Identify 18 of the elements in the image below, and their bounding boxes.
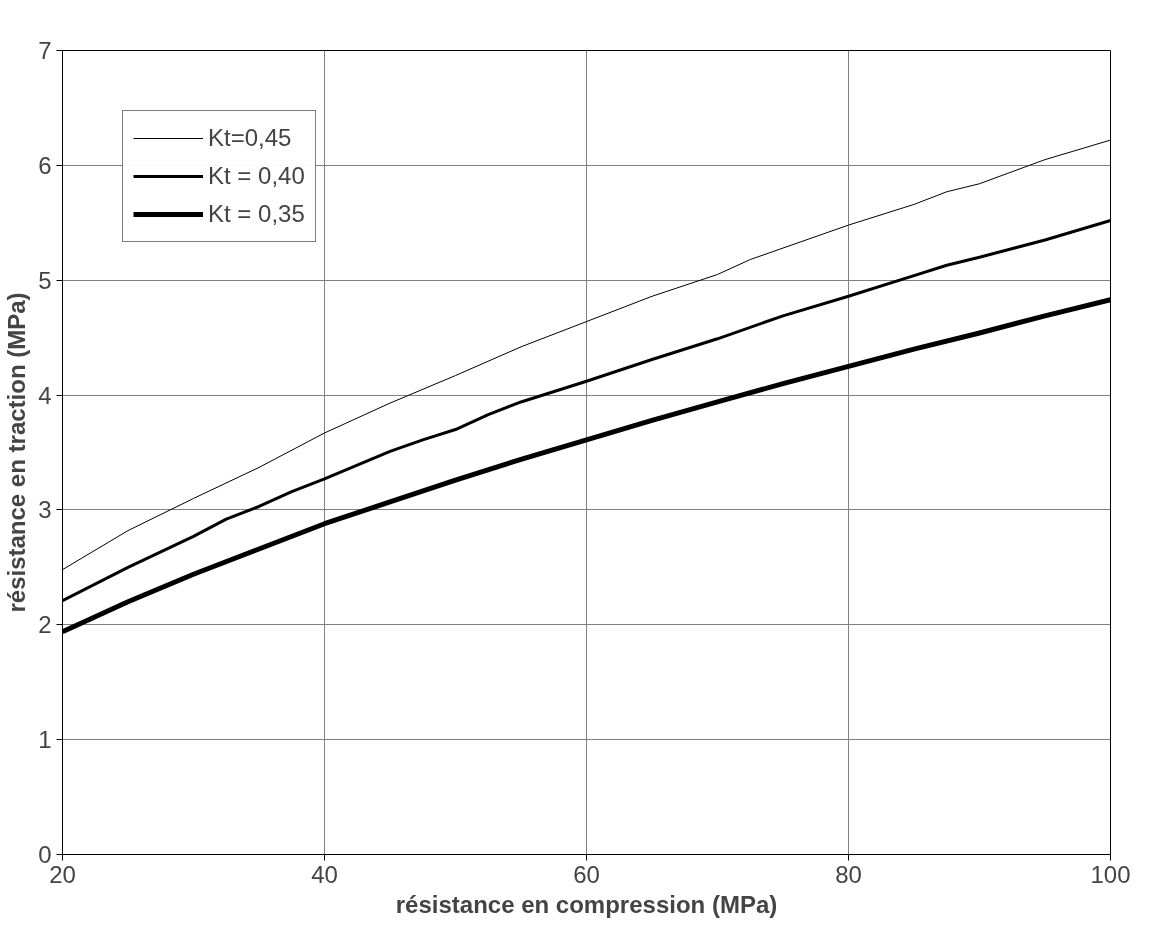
x-tick-label: 100 [1090,860,1131,888]
y-tick-label: 3 [38,496,52,524]
y-tick-label: 5 [38,266,52,294]
y-tick-label: 1 [38,726,52,754]
y-axis-title: résistance en traction (MPa) [3,292,31,613]
legend-label: Kt = 0,40 [208,161,305,191]
x-tick-label: 40 [311,860,338,888]
y-tick-label: 0 [38,841,52,868]
y-tick-label: 4 [38,381,52,409]
y-tick-label: 6 [38,151,52,179]
x-axis-title: résistance en compression (MPa) [395,890,778,918]
x-tick-label: 60 [573,860,600,888]
x-tick-label: 80 [835,860,862,888]
legend-label: Kt = 0,35 [208,199,305,229]
y-tick-label: 7 [38,37,52,64]
legend-label: Kt=0,45 [208,123,292,153]
x-tick-label: 20 [49,860,76,888]
y-tick-label: 2 [38,611,52,639]
